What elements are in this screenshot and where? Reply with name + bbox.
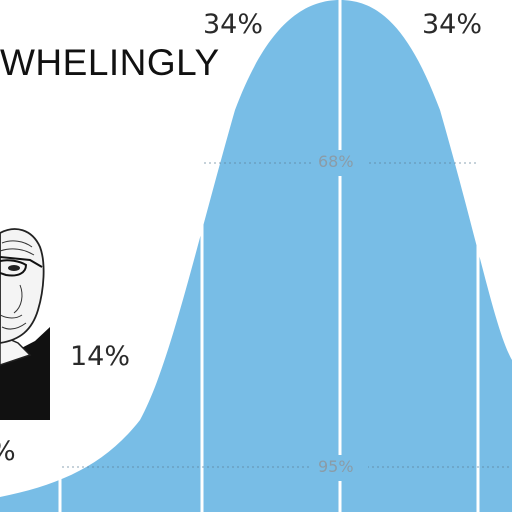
band-label-left-center: 34%: [203, 11, 263, 38]
band-label-left-outer: 14%: [70, 343, 130, 370]
band-label-right-center: 34%: [422, 11, 482, 38]
span-label-68: 68%: [318, 154, 354, 170]
meme-caption: WHELINGLY: [0, 42, 220, 84]
wojak-face-icon: [0, 215, 52, 420]
span-label-95: 95%: [318, 459, 354, 475]
band-label-left-tail: %: [0, 438, 16, 465]
